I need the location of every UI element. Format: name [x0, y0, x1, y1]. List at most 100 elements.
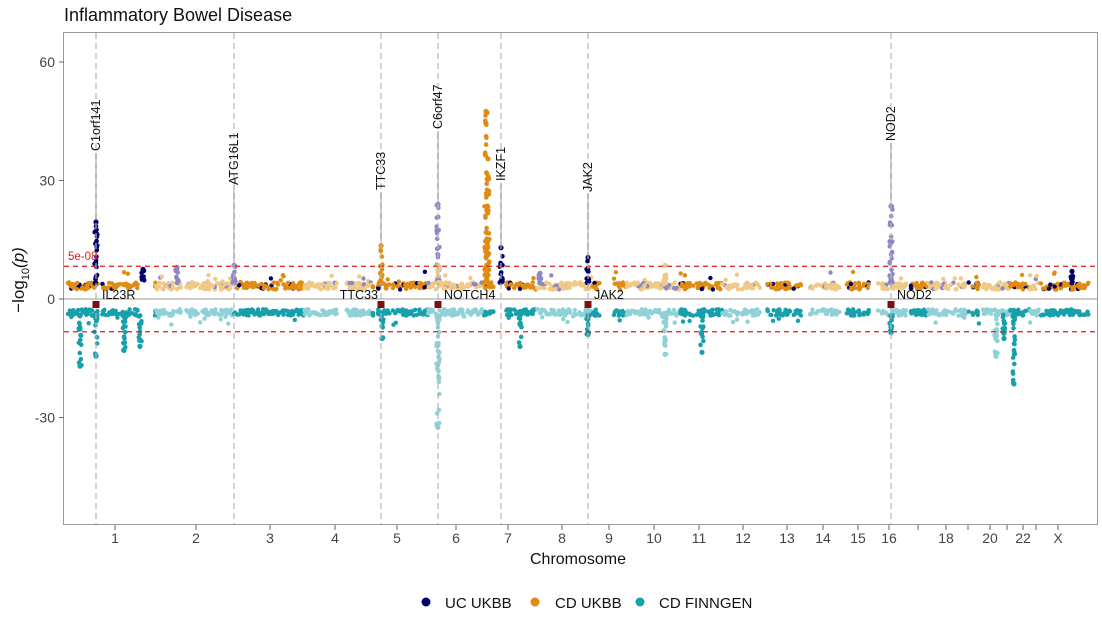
legend-swatch-cd-ukbb — [530, 597, 540, 607]
data-point — [639, 308, 644, 313]
data-point — [572, 307, 577, 313]
peak-point — [484, 171, 489, 176]
data-point — [316, 285, 321, 290]
data-point — [611, 276, 617, 281]
data-point — [282, 282, 287, 288]
data-point — [227, 286, 233, 291]
data-point — [1040, 286, 1046, 291]
x-tick-label: 5 — [393, 530, 401, 546]
peak-point — [483, 142, 489, 147]
data-point — [1071, 311, 1077, 316]
data-point — [361, 312, 367, 317]
data-point — [331, 286, 336, 291]
data-point — [634, 281, 640, 287]
data-point — [84, 286, 89, 291]
data-point — [1011, 282, 1017, 288]
peak-point — [485, 203, 490, 209]
peak-point — [663, 343, 668, 348]
data-point — [473, 282, 478, 287]
data-point — [734, 317, 740, 322]
data-point — [920, 280, 925, 285]
data-point — [945, 309, 951, 314]
data-point — [642, 283, 647, 288]
data-point — [370, 284, 376, 289]
data-point — [274, 308, 279, 314]
data-point — [376, 286, 381, 291]
data-point — [795, 318, 801, 323]
data-point — [206, 310, 211, 316]
data-point — [593, 286, 598, 291]
peak-point — [436, 368, 441, 374]
data-point — [1038, 281, 1044, 286]
data-point — [513, 283, 519, 288]
peak-point — [889, 239, 895, 244]
data-point — [542, 286, 547, 291]
data-point — [426, 311, 431, 316]
peak-point — [174, 276, 180, 281]
data-point — [953, 307, 958, 312]
data-point — [861, 281, 867, 286]
peak-point — [1069, 280, 1075, 286]
data-point — [749, 282, 754, 288]
data-point — [531, 276, 536, 281]
peak-point — [483, 108, 489, 114]
data-point — [205, 279, 210, 284]
data-point — [945, 286, 951, 291]
data-point — [376, 309, 381, 315]
data-point — [944, 312, 949, 318]
x-tick-label: 22 — [1015, 530, 1031, 546]
data-point — [216, 312, 222, 317]
data-point — [465, 308, 471, 313]
data-point — [577, 280, 582, 285]
data-point — [958, 307, 963, 312]
data-point — [710, 312, 716, 318]
peak-point — [1001, 331, 1007, 337]
peak-point — [994, 329, 1000, 334]
peak-point — [1011, 381, 1017, 387]
data-point — [653, 309, 659, 314]
data-point — [227, 309, 233, 315]
data-point — [993, 284, 998, 289]
data-point — [757, 310, 762, 315]
data-point — [708, 275, 713, 281]
data-point — [334, 311, 339, 316]
data-point — [251, 284, 256, 290]
peak-point — [137, 313, 143, 319]
data-point — [875, 281, 881, 286]
data-point — [302, 311, 307, 317]
data-point — [848, 281, 854, 287]
data-point — [787, 283, 792, 289]
data-point — [952, 276, 957, 281]
locus-marker — [584, 301, 592, 308]
data-point — [739, 287, 745, 292]
peak-point — [484, 181, 490, 186]
peak-point — [139, 319, 144, 324]
data-point — [544, 280, 549, 285]
data-point — [457, 283, 463, 288]
data-point — [125, 271, 131, 276]
peak-point — [484, 230, 490, 236]
peak-point — [122, 329, 128, 335]
peak-point — [698, 324, 703, 329]
peak-point — [120, 319, 126, 325]
peak-point — [993, 336, 998, 342]
data-point — [988, 285, 994, 290]
data-point — [865, 285, 870, 291]
peak-point — [94, 247, 100, 253]
data-point — [984, 285, 989, 290]
peak-point — [436, 279, 441, 285]
data-point — [561, 317, 566, 322]
peak-point — [139, 277, 145, 282]
peak-point — [486, 251, 492, 257]
data-point — [813, 283, 819, 288]
data-point — [288, 313, 294, 318]
data-point — [728, 313, 733, 318]
peak-point — [500, 279, 505, 284]
data-point — [624, 284, 630, 290]
data-point — [931, 282, 937, 288]
data-point — [417, 307, 422, 312]
data-point — [901, 284, 906, 289]
peak-point — [699, 349, 705, 355]
data-point — [445, 309, 450, 314]
peak-point — [93, 219, 99, 225]
